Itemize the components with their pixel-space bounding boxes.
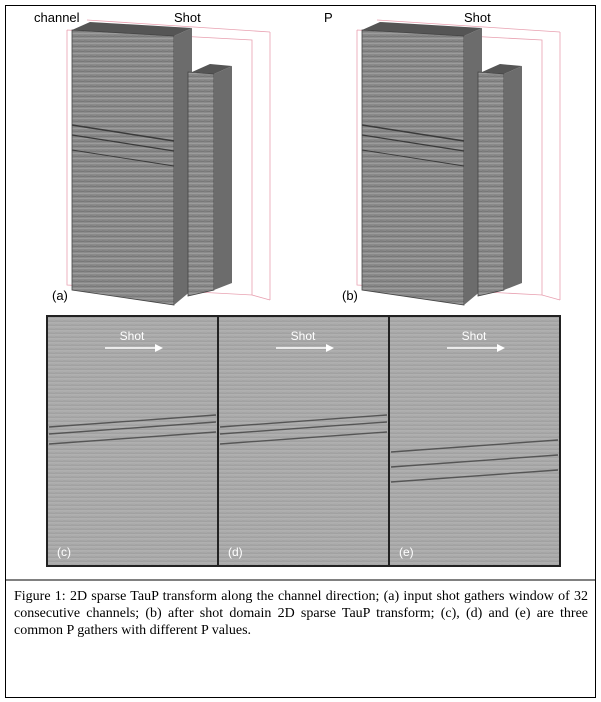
slab-face — [72, 30, 174, 305]
gather-image — [47, 316, 218, 566]
panel-tag: (b) — [342, 288, 358, 303]
figure-page: channelShot(a)PShot(b)Shot(c)Shot(d)Shot… — [0, 0, 601, 702]
gather-panel: Shot (c) — [47, 316, 218, 566]
direction-label: Shot — [462, 329, 487, 343]
slab2-side — [214, 66, 232, 290]
panel-tag: (c) — [57, 545, 71, 559]
panel-tag: (d) — [228, 545, 243, 559]
slab2-side — [504, 66, 522, 290]
box-wire — [252, 295, 270, 300]
direction-label: Shot — [464, 10, 491, 25]
panel-3d: channel Shot (a) — [34, 10, 270, 305]
figure-caption: Figure 1: 2D sparse TauP transform along… — [14, 588, 588, 639]
direction-label: Shot — [120, 329, 145, 343]
box-wire — [542, 295, 560, 300]
panel-tag: (a) — [52, 288, 68, 303]
axis-label: channel — [34, 10, 80, 25]
axis-label: P — [324, 10, 333, 25]
panel-3d: P Shot (b) — [324, 10, 560, 305]
gather-panel: Shot (e) — [389, 316, 560, 566]
gather-image — [218, 316, 389, 566]
slab2-face — [478, 72, 504, 296]
gather-panel: Shot (d) — [218, 316, 389, 566]
slab-face — [362, 30, 464, 305]
direction-label: Shot — [291, 329, 316, 343]
panel-tag: (e) — [399, 545, 414, 559]
direction-label: Shot — [174, 10, 201, 25]
slab2-face — [188, 72, 214, 296]
